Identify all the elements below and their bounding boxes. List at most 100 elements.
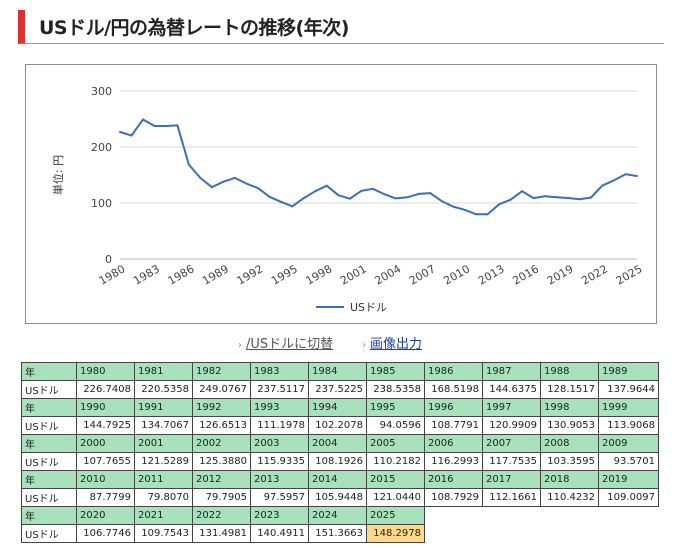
x-tick-label: 2010 (441, 262, 472, 287)
year-cell: 1989 (598, 362, 659, 381)
export-image-link[interactable]: › 画像出力 (362, 333, 422, 352)
year-header-cell: 年 (21, 506, 77, 525)
data-point (532, 197, 535, 200)
rates-table: 年 1980 1981 1982 1983 1984 1985 1986 1987 1988 198… (21, 362, 659, 543)
year-cell: 2018 (540, 470, 599, 489)
rate-cell: 109.0097 (598, 488, 659, 507)
y-axis-label: 単位: 円 (51, 155, 65, 195)
rate-cell: 110.4232 (540, 488, 599, 507)
empty-cell (599, 507, 659, 525)
data-point (567, 196, 570, 199)
y-tick-label: 300 (91, 85, 112, 98)
data-point (210, 186, 213, 189)
year-cell: 2005 (366, 434, 425, 453)
rate-cell: 111.1978 (250, 416, 309, 435)
rate-cell: 134.7067 (134, 416, 193, 435)
empty-cell (483, 525, 541, 543)
year-cell: 1983 (250, 362, 309, 381)
year-header-cell: 年 (21, 470, 77, 489)
x-tick-label: 2025 (614, 262, 645, 287)
year-cell: 1982 (192, 362, 251, 381)
data-point (279, 200, 282, 203)
year-cell: 1996 (424, 398, 483, 417)
x-tick-label: 2013 (476, 262, 507, 287)
rate-cell: 125.3880 (192, 452, 251, 471)
year-cell: 2016 (424, 470, 483, 489)
year-cell: 2023 (250, 506, 309, 525)
year-cell: 1992 (192, 398, 251, 417)
rate-cell: 151.3663 (308, 524, 367, 543)
export-image-label: 画像出力 (370, 337, 423, 352)
year-cell: 1993 (250, 398, 309, 417)
data-point (268, 195, 271, 198)
rate-cell: 168.5198 (424, 380, 483, 399)
data-point (624, 173, 627, 176)
x-tick-label: 1998 (304, 262, 335, 287)
data-point (406, 196, 409, 199)
x-tick-label: 1986 (166, 262, 197, 287)
y-tick-label: 200 (91, 141, 112, 154)
data-point (187, 163, 190, 166)
year-cell: 2020 (76, 506, 135, 525)
data-point (222, 180, 225, 183)
data-point (371, 187, 374, 190)
rate-cell: 226.7408 (76, 380, 135, 399)
year-cell: 2003 (250, 434, 309, 453)
line-chart: 0 100 200 300 単位: 円 1980 1983 1986 1989 1992 1995 1… (51, 85, 645, 314)
data-point (601, 184, 604, 187)
rate-cell: 87.7799 (76, 488, 135, 507)
data-point (509, 198, 512, 201)
action-links: › /USドルに切替 › 画像出力 (0, 333, 677, 352)
data-point (119, 131, 121, 134)
currency-header-cell: USドル (21, 524, 77, 543)
table-row-years: 年 2000 2001 2002 2003 2004 2005 2006 2007 2008 200… (21, 434, 659, 453)
x-tick-label: 2019 (545, 262, 576, 287)
rate-cell: 102.2078 (308, 416, 367, 435)
year-cell: 2013 (250, 470, 309, 489)
switch-currency-label: /USドルに切替 (246, 337, 334, 352)
chevron-right-icon: › (238, 340, 242, 351)
year-cell: 1999 (598, 398, 659, 417)
rate-cell: 110.2182 (366, 452, 425, 471)
data-point (291, 205, 294, 208)
switch-currency-link[interactable]: › /USドルに切替 (238, 333, 333, 352)
rate-cell: 148.2978 (366, 524, 425, 543)
data-point (164, 124, 167, 127)
currency-header-cell: USドル (21, 452, 77, 471)
table-row-values: USドル 107.7655 121.5289 125.3880 115.9335 108.… (21, 452, 659, 471)
data-point (337, 194, 340, 197)
data-point (498, 203, 501, 206)
table-row-years: 年 1980 1981 1982 1983 1984 1985 1986 1987 1988 198… (21, 362, 659, 381)
rate-cell: 97.5957 (250, 488, 309, 507)
rate-cell: 103.3595 (540, 452, 599, 471)
year-cell: 2024 (308, 506, 367, 525)
rate-cell: 93.5701 (598, 452, 659, 471)
year-header-cell: 年 (21, 398, 77, 417)
year-cell: 2012 (192, 470, 251, 489)
data-point (176, 124, 179, 127)
rate-cell: 144.7925 (76, 416, 135, 435)
x-tick-label: 1992 (235, 262, 266, 287)
data-point (486, 213, 489, 216)
rate-cell: 220.5358 (134, 380, 193, 399)
table-row-years: 年 1990 1991 1992 1993 1994 1995 1996 1997 1998 199… (21, 398, 659, 417)
rate-cell: 94.0596 (366, 416, 425, 435)
year-cell: 1988 (540, 362, 599, 381)
rate-cell: 140.4911 (250, 524, 309, 543)
data-point (636, 174, 638, 177)
data-point (199, 177, 202, 180)
empty-cell (541, 507, 599, 525)
rate-cell: 121.5289 (134, 452, 193, 471)
year-cell: 2007 (482, 434, 541, 453)
rate-cell: 112.1661 (482, 488, 541, 507)
data-point (521, 190, 524, 193)
x-tick-label: 2007 (407, 262, 438, 287)
year-cell: 1980 (76, 362, 135, 381)
rate-cell: 109.7543 (134, 524, 193, 543)
chart-frame: 0 100 200 300 単位: 円 1980 1983 1986 1989 1992 1995 1… (25, 64, 657, 324)
year-cell: 2004 (308, 434, 367, 453)
x-tick-label: 1989 (200, 262, 231, 287)
rate-cell: 249.0767 (192, 380, 251, 399)
year-cell: 2022 (192, 506, 251, 525)
year-cell: 1994 (308, 398, 367, 417)
